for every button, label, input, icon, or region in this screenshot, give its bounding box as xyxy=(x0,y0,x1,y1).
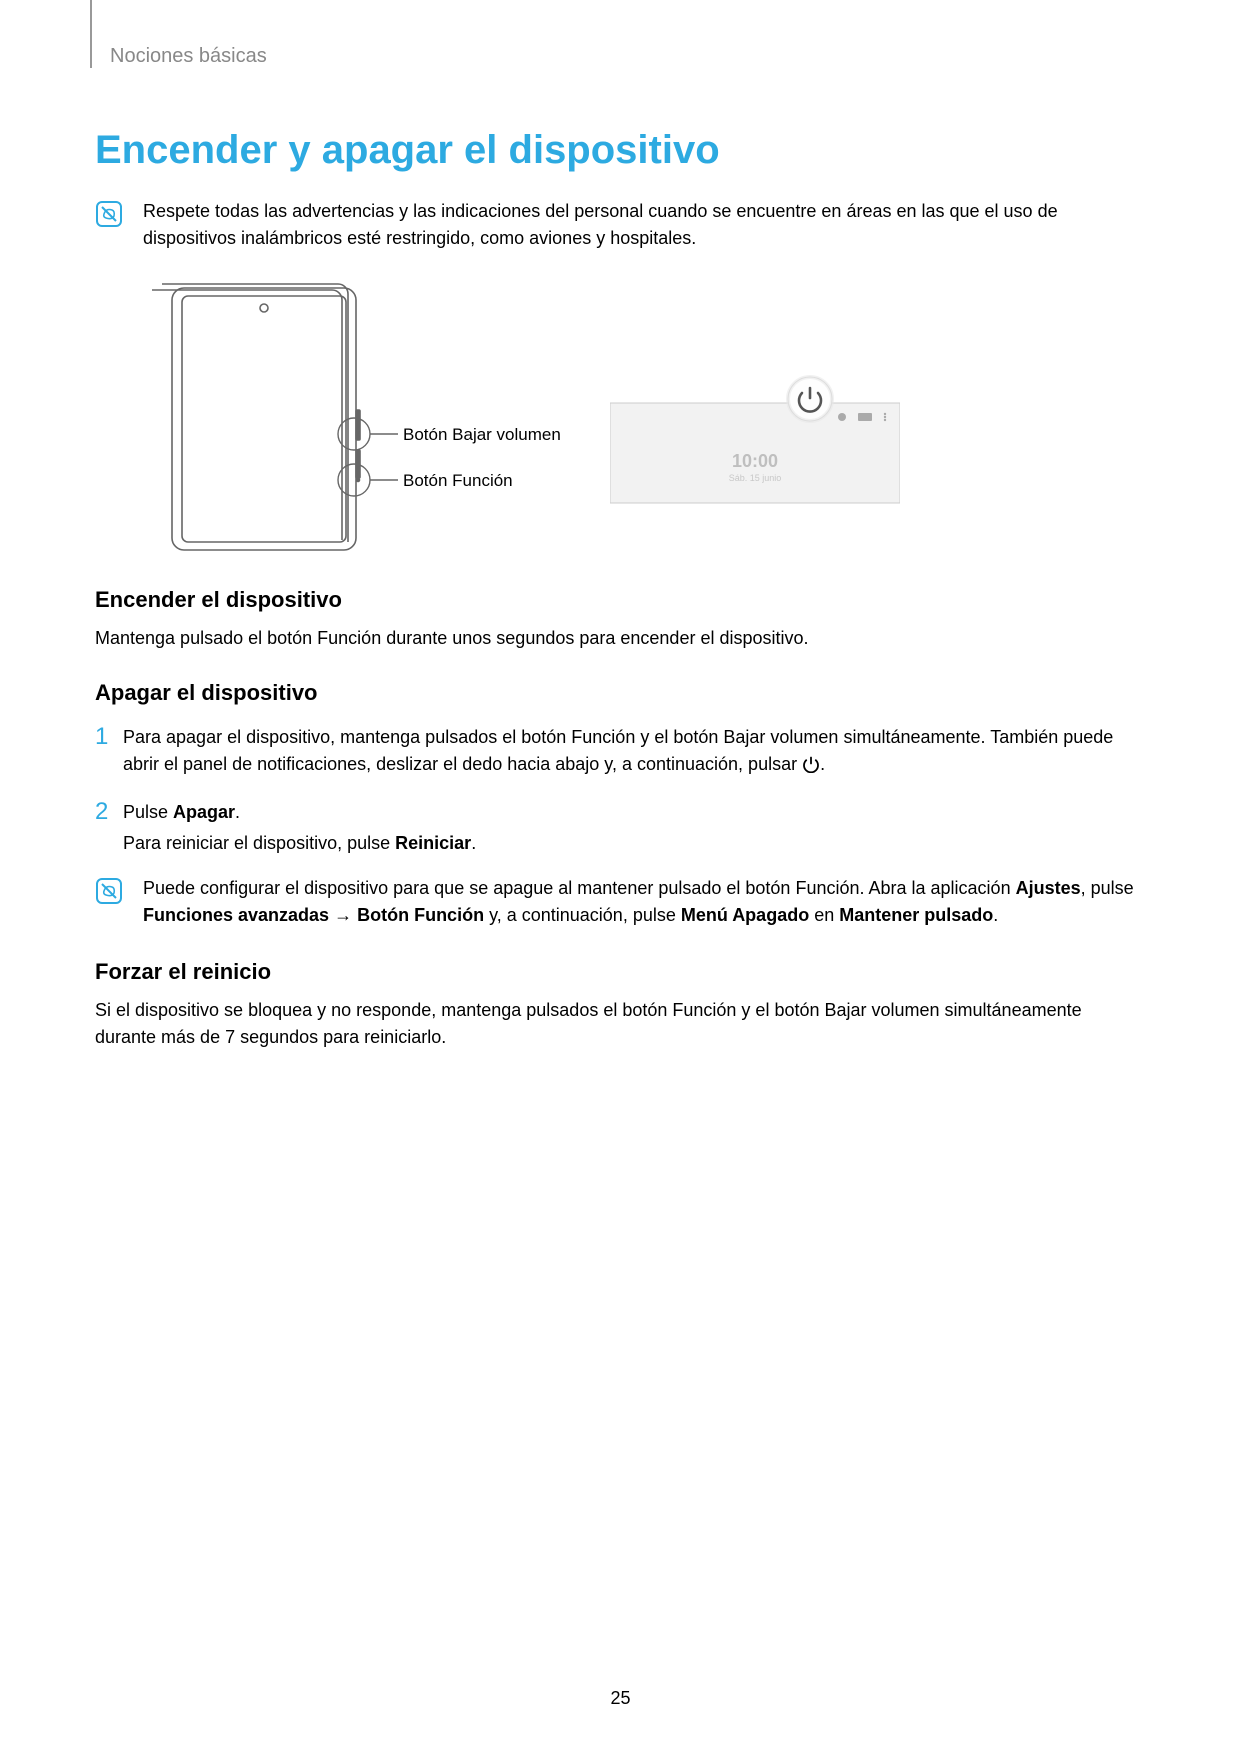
n2a: Puede configurar el dispositivo para que… xyxy=(143,878,1016,898)
note-icon xyxy=(95,200,125,233)
page-title: Encender y apagar el dispositivo xyxy=(95,128,1146,173)
n2i: en xyxy=(809,905,839,925)
n2g: y, a continuación, pulse xyxy=(484,905,681,925)
step-2-sub-a: Para reiniciar el dispositivo, pulse xyxy=(123,833,395,853)
n2k: . xyxy=(993,905,998,925)
heading-turn-on: Encender el dispositivo xyxy=(95,587,1146,613)
svg-text:10:00: 10:00 xyxy=(732,451,778,471)
note-warning-2: Puede configurar el dispositivo para que… xyxy=(95,875,1146,929)
heading-turn-off: Apagar el dispositivo xyxy=(95,680,1146,706)
step-2-bold: Apagar xyxy=(173,802,235,822)
step-1-tail: . xyxy=(820,754,825,774)
step-num-2: 2 xyxy=(95,799,123,825)
text-turn-on: Mantenga pulsado el botón Función durant… xyxy=(95,625,1146,652)
page-number: 25 xyxy=(0,1688,1241,1709)
n2c: , pulse xyxy=(1081,878,1134,898)
note-text-2: Puede configurar el dispositivo para que… xyxy=(143,875,1146,929)
step-2-sub-c: . xyxy=(471,833,476,853)
step-2-sub: Para reiniciar el dispositivo, pulse Rei… xyxy=(123,830,476,857)
step-1-body: Para apagar el dispositivo, mantenga pul… xyxy=(123,724,1146,781)
heading-force-restart: Forzar el reinicio xyxy=(95,959,1146,985)
step-num-1: 1 xyxy=(95,724,123,750)
label-function-button: Botón Función xyxy=(403,471,513,491)
note-text-1: Respete todas las advertencias y las ind… xyxy=(143,198,1146,252)
n2j: Mantener pulsado xyxy=(839,905,993,925)
diagram-row: Botón Bajar volumen Botón Función 10:00 … xyxy=(140,282,1146,557)
step-2-tail: . xyxy=(235,802,240,822)
power-icon xyxy=(802,754,820,781)
notification-panel-diagram: 10:00 Sáb. 15 junio xyxy=(610,375,900,515)
note-warning-1: Respete todas las advertencias y las ind… xyxy=(95,198,1146,252)
device-outline-diagram: Botón Bajar volumen Botón Función xyxy=(140,282,570,557)
n2d: Funciones avanzadas xyxy=(143,905,329,925)
note-icon-2 xyxy=(95,877,125,910)
step-2: 2 Pulse Apagar. Para reiniciar el dispos… xyxy=(95,799,1146,857)
label-volume-down: Botón Bajar volumen xyxy=(403,425,561,445)
step-2-body: Pulse Apagar. Para reiniciar el disposit… xyxy=(123,799,476,857)
step-2-sub-b: Reiniciar xyxy=(395,833,471,853)
n2e: → xyxy=(329,905,357,925)
header-rule xyxy=(90,0,92,68)
svg-text:Sáb. 15 junio: Sáb. 15 junio xyxy=(729,473,782,483)
step-2-prefix: Pulse xyxy=(123,802,173,822)
n2f: Botón Función xyxy=(357,905,484,925)
n2h: Menú Apagado xyxy=(681,905,809,925)
page-container: Nociones básicas Encender y apagar el di… xyxy=(0,0,1241,1754)
step-1-text: Para apagar el dispositivo, mantenga pul… xyxy=(123,727,1113,774)
step-1: 1 Para apagar el dispositivo, mantenga p… xyxy=(95,724,1146,781)
n2b: Ajustes xyxy=(1016,878,1081,898)
text-force-restart: Si el dispositivo se bloquea y no respon… xyxy=(95,997,1146,1051)
breadcrumb: Nociones básicas xyxy=(110,45,1146,68)
